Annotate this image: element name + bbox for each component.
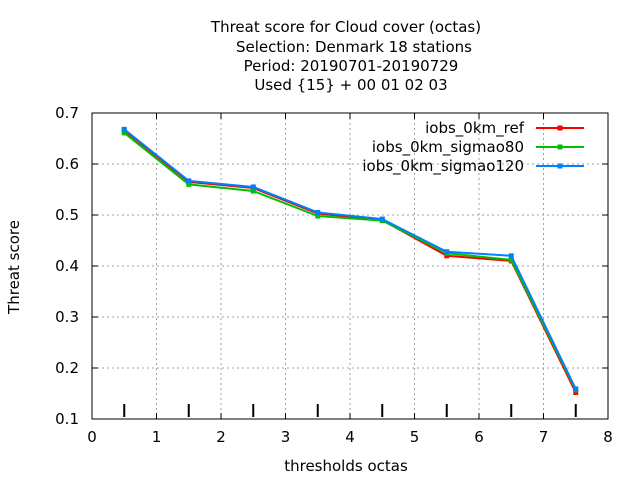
x-tick-label: 0 (87, 428, 97, 446)
x-tick-label: 8 (603, 428, 613, 446)
legend: iobs_0km_refiobs_0km_sigmao80iobs_0km_si… (362, 119, 584, 176)
y-tick-label: 0.6 (55, 155, 79, 173)
data-point (315, 213, 321, 219)
title-line-3: Period: 20190701-20190729 (244, 57, 459, 75)
x-tick-label: 4 (345, 428, 355, 446)
data-point (508, 257, 514, 263)
series-line (123, 129, 577, 393)
data-point (444, 253, 450, 259)
data-point (444, 249, 450, 255)
legend-swatch-point (557, 163, 563, 169)
data-point (508, 253, 514, 259)
y-tick-label: 0.5 (55, 206, 79, 224)
series-line (123, 132, 577, 391)
axis-ticks: 0 1 2 3 4 5 6 7 8 0.1 0.2 0.3 0.4 0.5 0.6 0.7 (55, 104, 613, 446)
legend-swatch-point (557, 144, 563, 150)
legend-entry: iobs_0km_sigmao80 (372, 138, 584, 157)
series-line (123, 128, 577, 390)
plot-frame (91, 112, 609, 420)
data-point (121, 130, 127, 136)
y-tick-label: 0.4 (55, 257, 79, 275)
legend-swatch-point (557, 125, 563, 131)
data-point (573, 389, 579, 395)
data-point (186, 181, 192, 187)
y-tick-label: 0.1 (55, 410, 79, 428)
x-tick-label: 7 (539, 428, 549, 446)
y-tick-label: 0.2 (55, 359, 79, 377)
title-line-1: Threat score for Cloud cover (octas) (210, 18, 481, 36)
data-point (250, 188, 256, 194)
legend-label: iobs_0km_sigmao120 (362, 157, 524, 176)
x-tick-label: 1 (152, 428, 162, 446)
threshold-markers (123, 404, 577, 417)
legend-entry: iobs_0km_ref (425, 119, 584, 138)
x-tick-label: 3 (281, 428, 291, 446)
series-group (121, 126, 579, 395)
y-tick-label: 0.3 (55, 308, 79, 326)
y-axis-label: Threat score (5, 220, 23, 315)
legend-label: iobs_0km_sigmao80 (372, 138, 524, 157)
data-point (315, 209, 321, 215)
x-tick-label: 6 (474, 428, 484, 446)
title-line-4: Used {15} + 00 01 02 03 (254, 76, 447, 94)
data-point (250, 184, 256, 190)
x-axis-label: thresholds octas (284, 457, 408, 475)
data-point (379, 216, 385, 222)
data-point (186, 178, 192, 184)
x-tick-label: 2 (216, 428, 226, 446)
data-point (573, 386, 579, 392)
legend-label: iobs_0km_ref (425, 119, 525, 138)
x-tick-label: 5 (410, 428, 420, 446)
title-line-2: Selection: Denmark 18 stations (236, 38, 472, 56)
grid-lines (92, 113, 608, 419)
series-iobs_0km_sigmao120 (121, 126, 579, 392)
data-point (121, 126, 127, 132)
chart-title: Threat score for Cloud cover (octas) Sel… (210, 18, 481, 94)
y-tick-label: 0.7 (55, 104, 79, 122)
legend-entry: iobs_0km_sigmao120 (362, 157, 584, 176)
